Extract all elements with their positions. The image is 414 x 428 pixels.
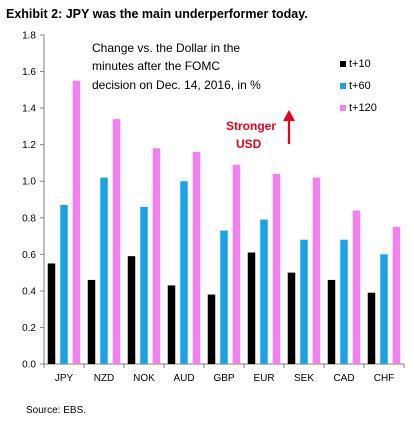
direction-line-1: Stronger xyxy=(226,119,276,133)
x-tick-label: JPY xyxy=(55,373,74,384)
bar-t-10-gbp xyxy=(207,294,216,364)
bar-t-10-cad xyxy=(327,279,336,364)
bar-t-120-eur xyxy=(272,173,281,364)
x-tick-label: SEK xyxy=(294,373,314,384)
legend-label: t+60 xyxy=(349,80,371,92)
y-tick-label: 1.0 xyxy=(22,177,36,188)
bar-t-120-jpy xyxy=(72,80,81,364)
bar-t-60-chf xyxy=(380,254,388,364)
legend-label: t+120 xyxy=(349,102,377,114)
y-tick-label: 0.8 xyxy=(22,213,36,224)
bar-t-120-gbp xyxy=(232,164,241,364)
bar-t-120-sek xyxy=(312,177,321,364)
source-note: Source: EBS. xyxy=(26,405,86,416)
bar-t-60-eur xyxy=(260,219,268,364)
y-tick-label: 0.0 xyxy=(22,360,36,371)
bar-t-60-nok xyxy=(140,206,148,364)
bar-t-10-sek xyxy=(287,272,296,364)
bar-t-120-cad xyxy=(352,210,361,364)
direction-note: Stronger USD xyxy=(226,110,295,151)
annotation-line-3: decision on Dec. 14, 2016, in % xyxy=(92,78,261,92)
annotation-line-1: Change vs. the Dollar in the xyxy=(92,41,240,55)
bar-t-120-nzd xyxy=(112,119,121,364)
bar-t-60-nzd xyxy=(100,177,108,364)
x-tick-label: CAD xyxy=(333,373,354,384)
y-tick-label: 1.6 xyxy=(22,67,36,78)
x-tick-label: EUR xyxy=(253,373,274,384)
bar-t-120-aud xyxy=(192,151,201,364)
bar-t-60-sek xyxy=(300,239,308,364)
y-tick-label: 1.8 xyxy=(22,31,36,42)
bar-t-10-jpy xyxy=(47,263,56,364)
annotation-line-2: minutes after the FOMC xyxy=(92,59,220,73)
bar-t-10-eur xyxy=(247,252,256,364)
y-tick-label: 0.4 xyxy=(22,286,36,297)
x-tick-label: NOK xyxy=(133,373,155,384)
bar-t-10-chf xyxy=(367,292,376,364)
bar-t-60-gbp xyxy=(220,230,228,364)
bar-t-10-nzd xyxy=(87,279,96,364)
bar-t-10-nok xyxy=(127,256,136,364)
x-tick-label: GBP xyxy=(213,373,234,384)
direction-line-2: USD xyxy=(236,137,262,151)
legend-swatch xyxy=(340,61,346,67)
bar-t-120-nok xyxy=(152,148,161,364)
legend-label: t+10 xyxy=(349,58,371,70)
y-tick-label: 1.2 xyxy=(22,140,36,151)
bar-t-60-cad xyxy=(340,239,348,364)
legend-swatch xyxy=(340,105,346,111)
x-tick-label: CHF xyxy=(374,373,395,384)
x-tick-label: NZD xyxy=(94,373,115,384)
y-tick-label: 0.6 xyxy=(22,250,36,261)
up-arrow-icon xyxy=(283,110,295,144)
bar-t-60-jpy xyxy=(60,204,68,364)
bar-t-10-aud xyxy=(167,285,176,364)
chart-title: Exhibit 2: JPY was the main underperform… xyxy=(6,7,308,21)
bar-t-60-aud xyxy=(180,181,188,364)
y-tick-label: 0.2 xyxy=(22,323,36,334)
annotation: Change vs. the Dollar in the minutes aft… xyxy=(92,41,261,92)
y-tick-label: 1.4 xyxy=(22,104,36,115)
x-tick-label: AUD xyxy=(173,373,194,384)
bar-t-120-chf xyxy=(392,226,401,364)
legend-swatch xyxy=(340,83,346,89)
